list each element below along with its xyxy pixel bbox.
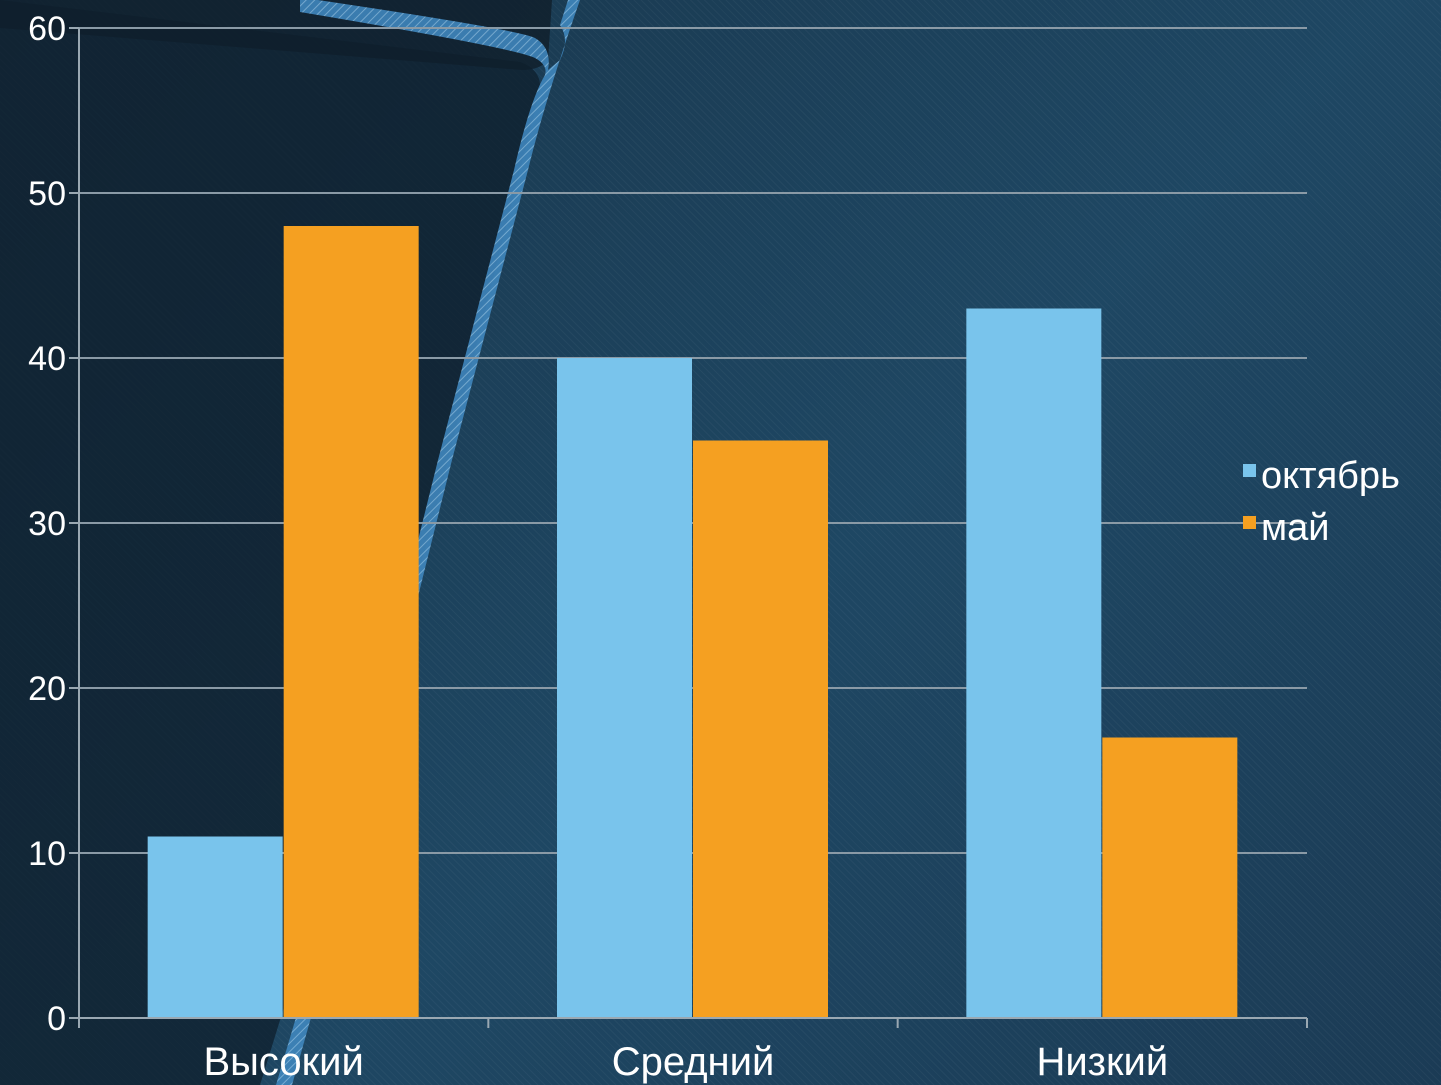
bar-октябрь-Низкий xyxy=(966,308,1102,1018)
y-tick-label: 50 xyxy=(28,175,66,213)
y-tick-label: 20 xyxy=(28,670,66,708)
y-tick-label: 30 xyxy=(28,505,66,543)
legend-swatch xyxy=(1243,516,1256,529)
x-axis-tick-labels: Высокий Средний Низкий xyxy=(204,1040,1169,1084)
bar-октябрь-Высокий xyxy=(147,836,283,1018)
y-axis-tick-labels: 0 10 20 30 40 50 60 xyxy=(28,10,66,1038)
legend-label: май xyxy=(1261,507,1330,549)
x-tick-label: Высокий xyxy=(204,1040,364,1084)
legend-label: октябрь xyxy=(1261,455,1400,497)
bar-май-Высокий xyxy=(283,226,419,1018)
bar-май-Низкий xyxy=(1102,737,1238,1018)
legend-item: октябрь xyxy=(1243,455,1400,497)
bar-октябрь-Средний xyxy=(557,358,692,1018)
legend-swatch xyxy=(1243,464,1256,477)
y-tick-label: 60 xyxy=(28,10,66,48)
bars xyxy=(147,226,1238,1018)
legend: октябрь май xyxy=(1243,455,1400,549)
axes xyxy=(69,27,1308,1028)
legend-item: май xyxy=(1243,507,1330,549)
x-tick-label: Низкий xyxy=(1036,1040,1168,1084)
x-tick-label: Средний xyxy=(612,1040,775,1084)
y-tick-label: 0 xyxy=(47,1000,66,1038)
bar-май-Средний xyxy=(693,440,828,1018)
y-tick-label: 10 xyxy=(28,835,66,873)
y-tick-label: 40 xyxy=(28,340,66,378)
